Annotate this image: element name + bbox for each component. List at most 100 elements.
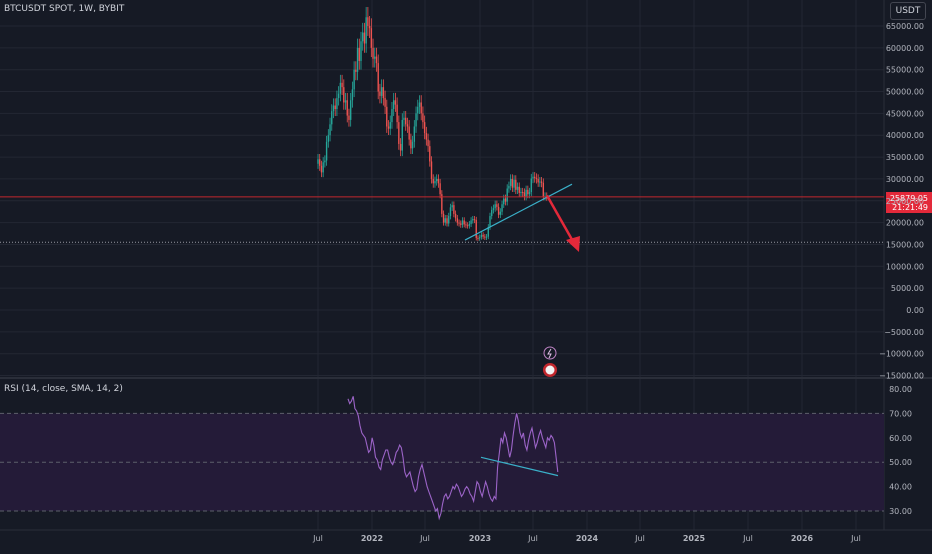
candle	[322, 157, 324, 178]
price-tick-label: 15000.00	[886, 240, 924, 249]
lightning-icon[interactable]	[543, 346, 557, 360]
candle-body	[353, 69, 355, 90]
candle-body	[391, 109, 393, 123]
candle	[353, 61, 355, 98]
candle	[480, 232, 483, 240]
candle	[468, 220, 471, 229]
rsi-tick-label: 70.00	[889, 409, 912, 418]
candle	[370, 18, 373, 58]
candle-body	[339, 82, 342, 94]
candle	[475, 216, 477, 241]
candle-body	[478, 237, 481, 239]
candle-body	[355, 69, 357, 72]
price-tick-label: 5000.00	[891, 284, 924, 293]
candle	[441, 190, 443, 218]
candle	[482, 232, 484, 240]
candle-body	[499, 211, 502, 215]
candle	[360, 31, 362, 70]
rsi-indicator-label: RSI (14, close, SMA, 14, 2)	[4, 384, 123, 394]
candle	[432, 174, 434, 188]
candle	[473, 215, 476, 224]
rsi-tick-label: 30.00	[889, 507, 912, 516]
candle-body	[430, 161, 433, 179]
candle-body	[539, 181, 541, 183]
candle-body	[491, 209, 493, 217]
candle-body	[527, 189, 529, 195]
candle-body	[363, 32, 366, 44]
candle-body	[534, 176, 536, 179]
candle	[458, 219, 460, 227]
candle	[487, 224, 489, 240]
candle-body	[322, 162, 324, 173]
candle-body	[444, 218, 446, 223]
candle-body	[458, 222, 460, 224]
currency-button[interactable]: USDT	[890, 2, 926, 20]
candle	[403, 111, 405, 127]
candle	[485, 234, 488, 241]
candle	[470, 217, 472, 227]
candle-body	[384, 98, 386, 107]
candle	[454, 210, 457, 222]
candle-body	[375, 56, 378, 64]
candle	[463, 217, 465, 228]
candle	[320, 160, 323, 178]
candle-body	[367, 17, 369, 26]
candle	[537, 174, 539, 187]
candle-body	[484, 236, 486, 238]
candle	[506, 184, 508, 206]
time-tick-label: Jul	[527, 534, 538, 543]
candle	[386, 99, 388, 133]
candle-body	[374, 56, 376, 59]
candle	[501, 200, 503, 216]
candle	[534, 172, 536, 183]
candle	[420, 95, 422, 121]
candle	[439, 178, 441, 199]
time-tick-label: Jul	[634, 534, 645, 543]
candle	[515, 175, 517, 195]
candle-body	[501, 204, 503, 212]
candle	[319, 153, 321, 171]
candle	[466, 222, 469, 229]
candle-body	[473, 219, 476, 221]
candle-body	[413, 126, 416, 142]
candle-body	[496, 204, 498, 207]
candle-body	[451, 205, 453, 208]
earnings-icon[interactable]	[543, 363, 557, 377]
candle	[518, 182, 520, 198]
candle	[427, 133, 429, 152]
rsi-descending-trendline	[480, 456, 559, 477]
time-tick-label: Jul	[742, 534, 753, 543]
candle-body	[489, 216, 491, 227]
candle	[391, 101, 393, 129]
candle-body	[380, 87, 383, 96]
candle	[348, 108, 350, 127]
time-tick-label: 2023	[469, 534, 491, 543]
ascending-trendline	[464, 183, 573, 241]
projection-arrow-line	[545, 194, 576, 244]
candle	[523, 188, 526, 201]
candle-body	[351, 89, 354, 101]
candle-body	[454, 213, 457, 219]
candle-body	[470, 220, 472, 224]
candle	[375, 47, 378, 72]
candle-body	[520, 192, 522, 194]
candle-body	[487, 226, 489, 237]
candle	[336, 90, 338, 117]
candle	[472, 215, 474, 224]
candle-body	[343, 87, 345, 103]
rsi-tick-label: 60.00	[889, 434, 912, 443]
candle	[521, 187, 524, 197]
candle	[394, 92, 397, 112]
candle-body	[320, 165, 323, 173]
time-tick-label: Jul	[850, 534, 861, 543]
candle	[324, 155, 326, 168]
candle-body	[401, 119, 403, 151]
candle-body	[410, 139, 412, 149]
candle	[392, 92, 395, 117]
candle	[341, 74, 343, 95]
symbol-title: BTCUSDT SPOT, 1W, BYBIT	[4, 4, 125, 14]
price-tick-label: 10000.00	[886, 262, 924, 271]
